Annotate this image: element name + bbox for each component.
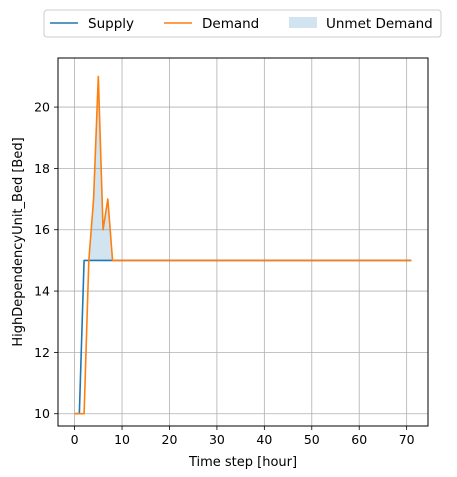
- plot-frame: [57, 57, 429, 427]
- y-tick-label: 16: [34, 222, 50, 237]
- y-tick-label: 20: [34, 100, 50, 115]
- x-tick-label: 30: [209, 432, 225, 447]
- demand-series-line: [74, 75, 412, 415]
- x-axis-ticks: 0 10 20 30 40 50 60 70: [71, 426, 415, 447]
- y-tick-label: 10: [34, 406, 50, 421]
- x-axis-label: Time step [hour]: [188, 455, 297, 470]
- y-axis-label: HighDependencyUnit_Bed [Bed]: [11, 137, 26, 346]
- x-tick-label: 70: [399, 432, 415, 447]
- grid: [58, 58, 428, 426]
- y-tick-label: 18: [34, 161, 50, 176]
- x-tick-label: 10: [114, 432, 130, 447]
- y-tick-label: 12: [34, 345, 50, 360]
- legend-box: [43, 9, 442, 38]
- y-tick-label: 14: [34, 284, 50, 299]
- x-tick-label: 40: [256, 432, 272, 447]
- legend-demand-label: Demand: [202, 16, 259, 32]
- legend-unmet-demand-label: Unmet Demand: [326, 16, 433, 32]
- x-tick-label: 0: [71, 432, 79, 447]
- legend-supply-label: Supply: [88, 16, 134, 32]
- supply-series-line: [74, 259, 412, 415]
- series-layer: [74, 75, 412, 415]
- y-axis-ticks: 10 12 14 16 18 20: [34, 100, 58, 421]
- legend: Supply Demand Unmet Demand: [43, 9, 442, 38]
- x-tick-label: 60: [351, 432, 367, 447]
- legend-unmet-demand-swatch: [289, 17, 317, 28]
- x-tick-label: 50: [304, 432, 320, 447]
- x-tick-label: 20: [162, 432, 178, 447]
